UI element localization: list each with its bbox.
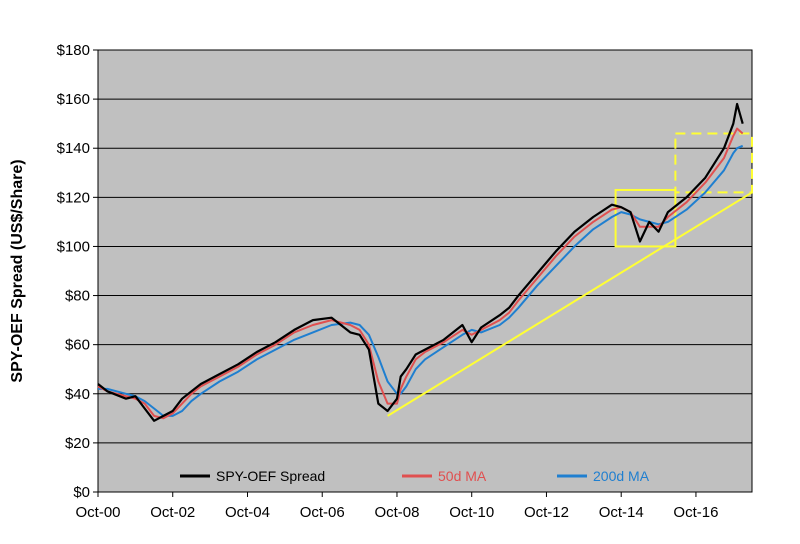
legend: SPY-OEF Spread 50d MA 200d MA — [180, 468, 650, 484]
x-tick-label: Oct-16 — [673, 504, 718, 521]
x-tick-label: Oct-10 — [449, 504, 494, 521]
x-tick-label: Oct-08 — [374, 504, 419, 521]
y-tick-label: $160 — [57, 91, 90, 108]
y-tick-label: $0 — [73, 484, 90, 501]
x-tick-label: Oct-12 — [524, 504, 569, 521]
y-tick-label: $20 — [65, 435, 90, 452]
y-tick-label: $100 — [57, 238, 90, 255]
y-tick-label: $60 — [65, 337, 90, 354]
y-tick-label: $120 — [57, 189, 90, 206]
series-line-50d-ma — [97, 127, 744, 420]
y-tick-label: $180 — [57, 42, 90, 59]
gridlines — [98, 49, 752, 493]
y-tick-label: $140 — [57, 140, 90, 157]
highlight-box-1 — [614, 188, 677, 248]
legend-label: 200d MA — [593, 468, 650, 484]
annotations — [387, 132, 753, 417]
trendline — [387, 191, 753, 417]
legend-label: 50d MA — [438, 468, 487, 484]
highlight-box-2 — [674, 132, 753, 194]
series-line-spy-oef-spread — [97, 102, 744, 422]
y-axis-title: SPY-OEF Spread (US$/Share) — [9, 159, 26, 382]
x-tick-label: Oct-04 — [225, 504, 270, 521]
x-tick-label: Oct-14 — [599, 504, 644, 521]
series-line-200d-ma — [98, 144, 744, 417]
plot-area — [97, 49, 753, 493]
x-tick-label: Oct-00 — [75, 504, 120, 521]
y-tick-label: $80 — [65, 288, 90, 305]
y-tick-label: $40 — [65, 386, 90, 403]
x-tick-label: Oct-06 — [300, 504, 345, 521]
axes: $0 $20 $40 $60 $80 $100 $120 $140 $160 $180 Oct-00… — [57, 42, 719, 521]
x-tick-label: Oct-02 — [150, 504, 195, 521]
series-lines — [97, 102, 744, 422]
legend-label: SPY-OEF Spread — [216, 468, 325, 484]
